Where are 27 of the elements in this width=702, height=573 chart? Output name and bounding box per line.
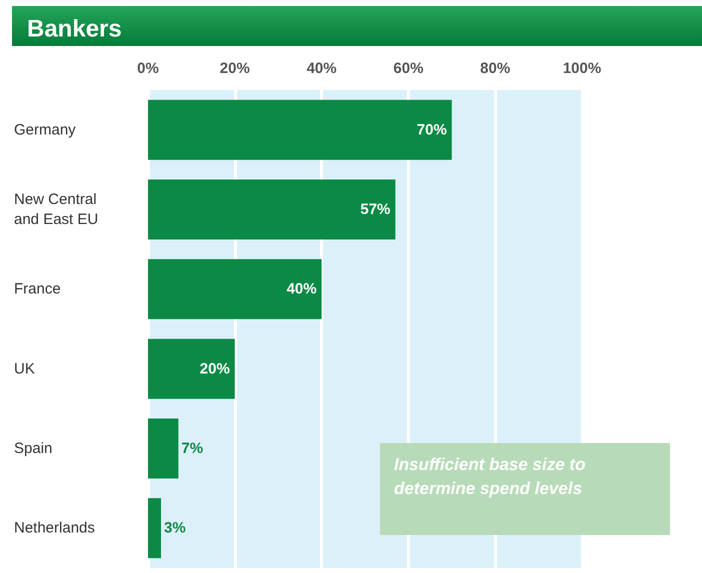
bar — [148, 100, 452, 160]
data-label: 40% — [286, 280, 317, 298]
annotation: Insufficient base size to determine spend levels — [394, 454, 586, 500]
note-box: Insufficient base size to determine spend levels — [380, 443, 670, 535]
bar — [148, 180, 396, 240]
data-label: 70% — [416, 121, 447, 138]
x-tick-label: 0% — [137, 60, 159, 77]
bar — [148, 498, 162, 558]
y-tick-label: Netherlands — [14, 520, 95, 537]
y-tick-label: UK — [14, 360, 35, 378]
y-tick-label: France — [14, 280, 61, 298]
bar — [148, 418, 178, 478]
y-tick-label: Spain — [14, 440, 52, 457]
data-label: 20% — [200, 360, 230, 378]
bar — [148, 338, 235, 399]
bar — [148, 259, 322, 320]
y-tick-label: New Central and East EU — [14, 191, 101, 228]
x-tick-label: 100% — [562, 60, 602, 77]
y-tick-label: Germany — [14, 121, 76, 138]
chart-title: Bankers — [27, 16, 122, 42]
x-tick-label: 40% — [306, 60, 337, 77]
x-tick-label: 60% — [393, 60, 424, 77]
data-label: 7% — [181, 440, 204, 457]
data-label: 57% — [360, 201, 390, 218]
x-tick-label: 80% — [480, 60, 510, 77]
x-tick-label: 20% — [220, 60, 250, 77]
data-label: 3% — [164, 520, 186, 537]
